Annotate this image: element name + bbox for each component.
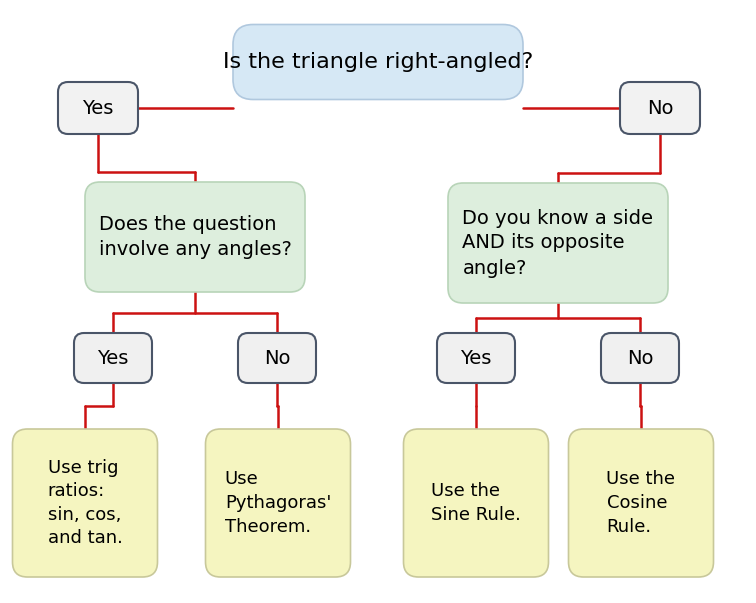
- FancyBboxPatch shape: [58, 82, 138, 134]
- Text: Use the
Sine Rule.: Use the Sine Rule.: [431, 482, 521, 524]
- FancyBboxPatch shape: [601, 333, 679, 383]
- FancyBboxPatch shape: [404, 429, 549, 577]
- FancyBboxPatch shape: [13, 429, 157, 577]
- FancyBboxPatch shape: [206, 429, 351, 577]
- FancyBboxPatch shape: [437, 333, 515, 383]
- Text: No: No: [627, 349, 653, 367]
- Text: No: No: [264, 349, 290, 367]
- Text: Does the question
involve any angles?: Does the question involve any angles?: [98, 215, 291, 259]
- Text: Is the triangle right-angled?: Is the triangle right-angled?: [223, 52, 533, 72]
- FancyBboxPatch shape: [569, 429, 714, 577]
- Text: Use the
Cosine
Rule.: Use the Cosine Rule.: [606, 470, 676, 535]
- Text: Do you know a side
AND its opposite
angle?: Do you know a side AND its opposite angl…: [463, 209, 653, 277]
- FancyBboxPatch shape: [74, 333, 152, 383]
- FancyBboxPatch shape: [620, 82, 700, 134]
- Text: Yes: Yes: [82, 98, 113, 118]
- FancyBboxPatch shape: [85, 182, 305, 292]
- Text: No: No: [646, 98, 674, 118]
- Text: Yes: Yes: [460, 349, 491, 367]
- Text: Yes: Yes: [98, 349, 129, 367]
- Text: Use trig
ratios:
sin, cos,
and tan.: Use trig ratios: sin, cos, and tan.: [48, 459, 122, 548]
- FancyBboxPatch shape: [448, 183, 668, 303]
- Text: Use
Pythagoras'
Theorem.: Use Pythagoras' Theorem.: [225, 470, 331, 535]
- FancyBboxPatch shape: [233, 25, 523, 99]
- FancyBboxPatch shape: [238, 333, 316, 383]
